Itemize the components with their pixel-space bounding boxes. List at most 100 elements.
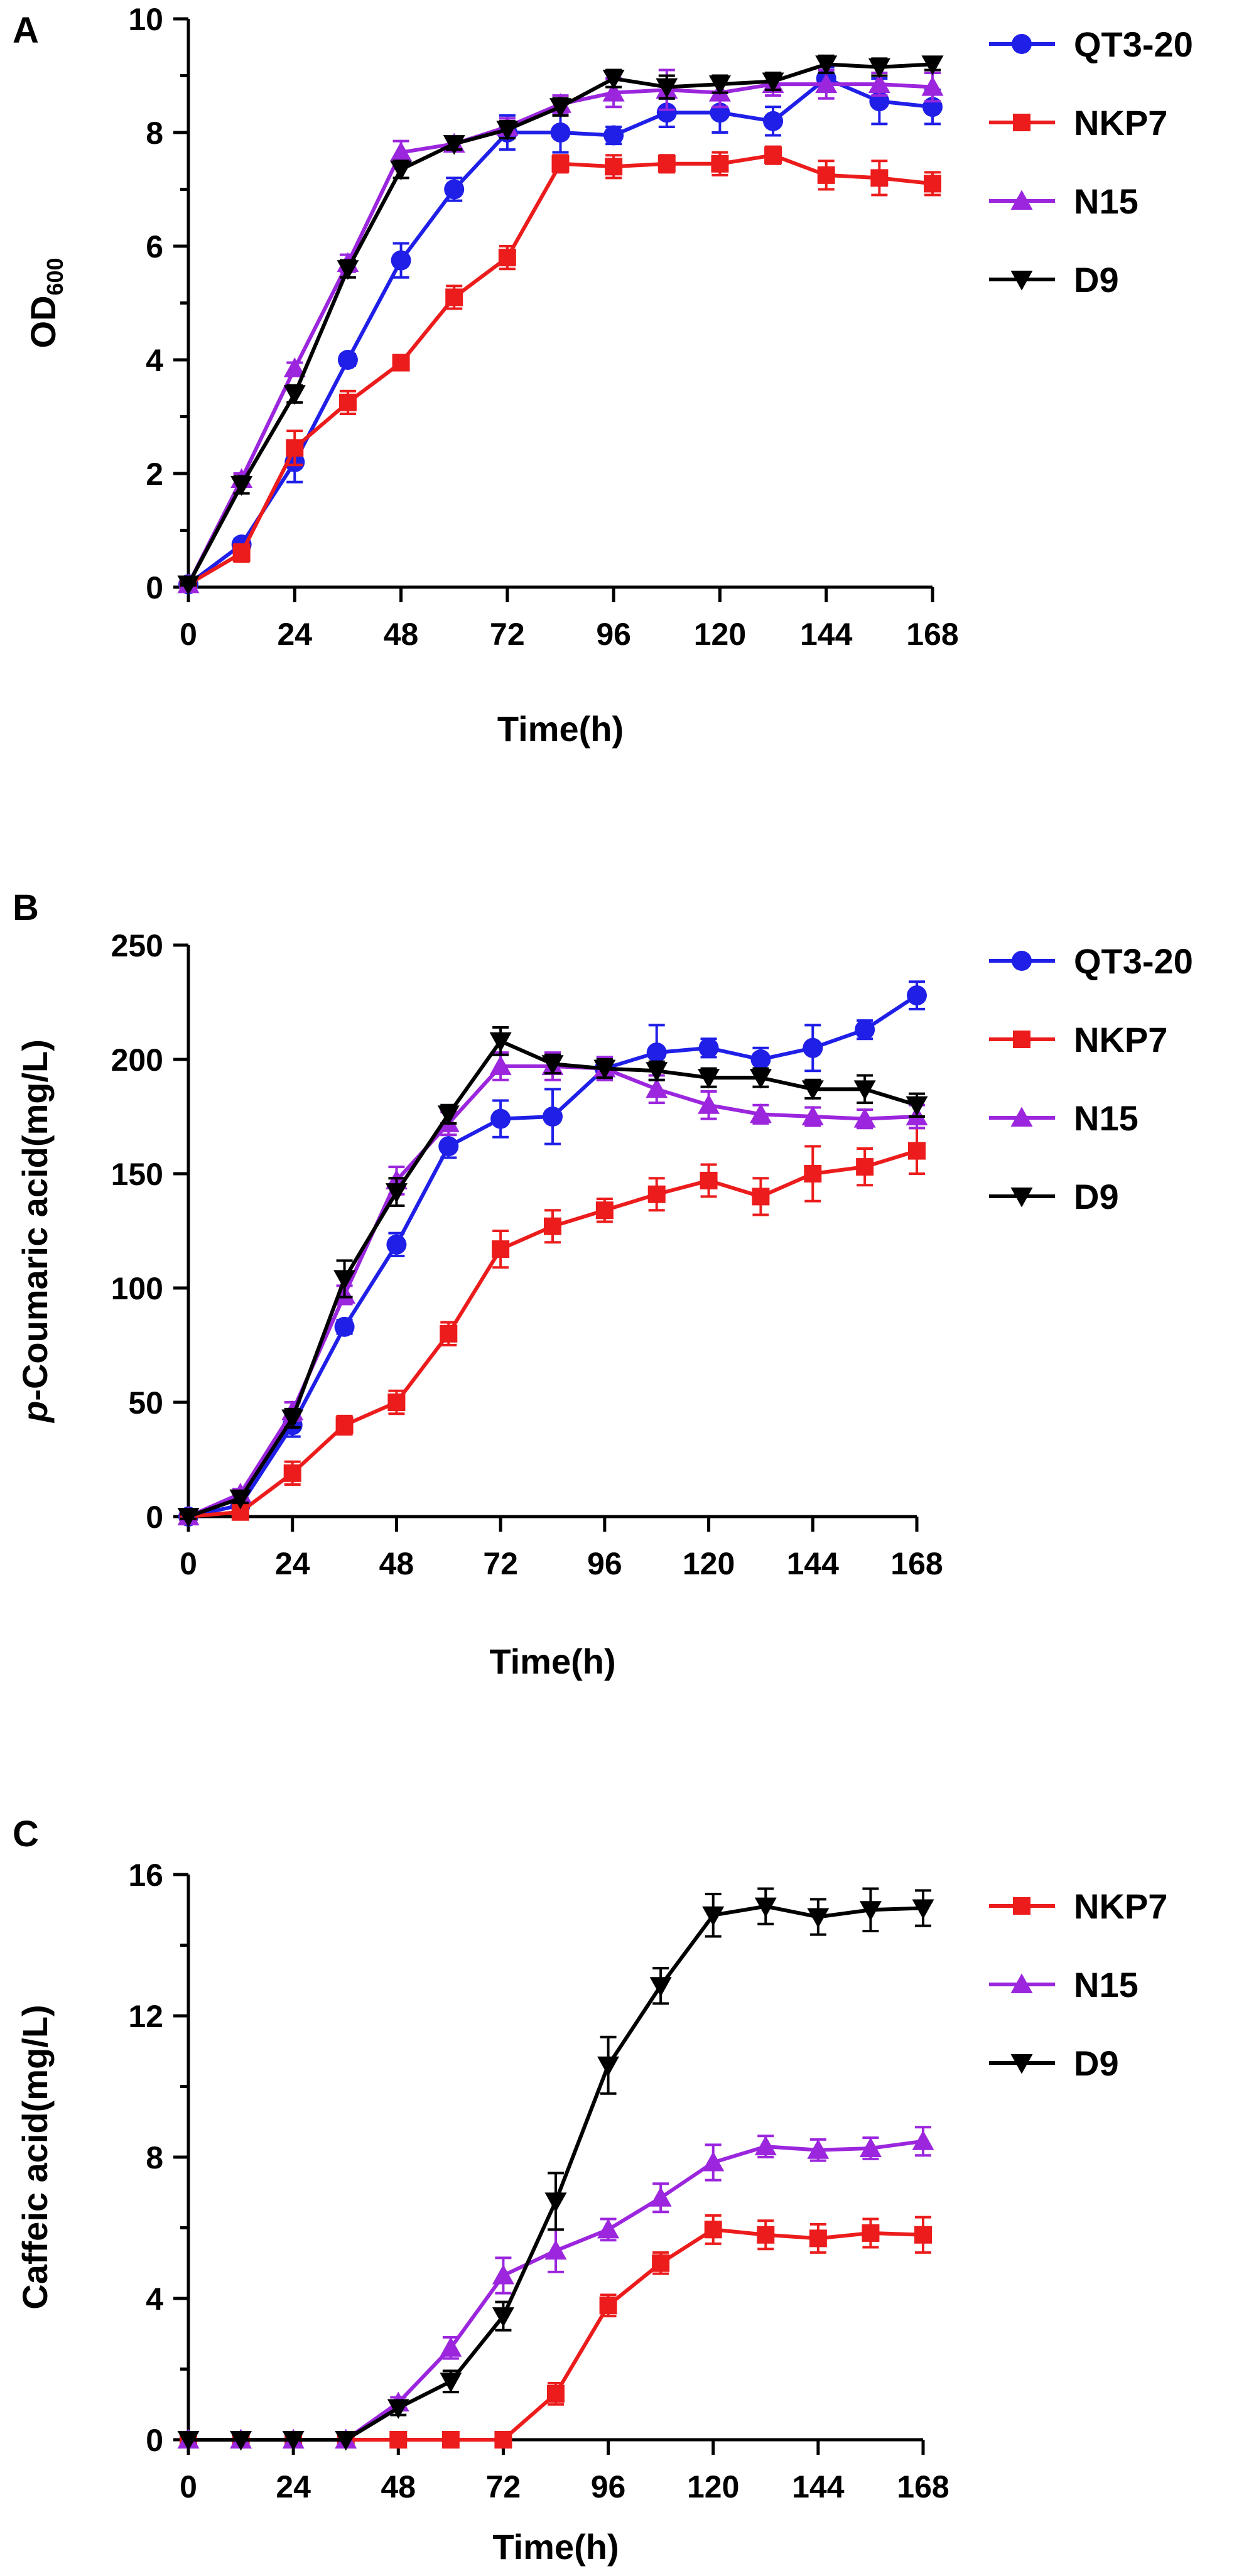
panel-b-series-n15-point [801, 1105, 824, 1125]
panel-b-legend-item-n15: N15 [989, 1098, 1139, 1138]
panel-a-series-d9-point [921, 55, 944, 75]
panel-a-series-d9-point [656, 78, 678, 99]
panel-b-series-nkp7-point [387, 1394, 406, 1411]
panel-b-legend-item-nkp7: NKP7 [989, 1020, 1167, 1059]
panel-b-y-tick-label: 100 [111, 1271, 163, 1306]
panel-a-series-nkp7-point [605, 158, 623, 176]
panel-b-x-tick-label: 144 [787, 1546, 840, 1581]
panel-a-series-nkp7 [180, 145, 941, 593]
panel-c-series-nkp7-point [862, 2224, 880, 2242]
panel-b-series-d9-point [333, 1270, 356, 1290]
panel-a-series-nkp7-point [498, 249, 516, 267]
panel-c-x-tick-label: 168 [897, 2469, 949, 2504]
panel-b-series-nkp7 [180, 1127, 926, 1525]
panel-a-series-d9-point [549, 98, 571, 118]
panel-a-series-qt3-20-point [550, 122, 571, 143]
panel-a-series-qt3-20-point [391, 250, 411, 271]
panel-b-series-qt3-20-point [750, 1049, 771, 1069]
panel-a-legend-swatch-marker [1010, 190, 1033, 210]
panel-a-series-d9-point [177, 575, 200, 595]
panel-b-series-qt3-20-point [490, 1108, 511, 1129]
panel-b-legend-label: N15 [1074, 1098, 1139, 1138]
panel-c-series-nkp7-point [599, 2297, 617, 2315]
panel-b-legend: QT3-20 NKP7 N15 D9 [989, 941, 1193, 1216]
panel-b-series-d9-point [281, 1409, 304, 1429]
panel-c-x-axis-title: Time(h) [492, 2527, 619, 2567]
panel-b-series-nkp7-point [647, 1185, 666, 1203]
panel-a-x-tick-label: 0 [180, 617, 197, 652]
panel-c-x-tick-label: 24 [276, 2469, 311, 2504]
panel-c-y-tick-label: 0 [146, 2423, 163, 2458]
panel-b-series-qt3-20-point [907, 985, 927, 1006]
panel-a-series-qt3-20-point [444, 179, 465, 200]
panel-c-series-nkp7-point [494, 2431, 512, 2449]
panel-b-y-tick-label: 50 [128, 1385, 163, 1421]
panel-a-series-nkp7-point [924, 175, 941, 193]
panel-c-series-nkp7-point [757, 2226, 775, 2244]
panel-c-series-d9-point [492, 2307, 514, 2327]
panel-c-series-d9-point [754, 1897, 777, 1918]
panel-c-x-tick-label: 0 [180, 2469, 197, 2504]
panel-c-x-tick-label: 144 [792, 2469, 845, 2504]
panel-b-series-d9-point [646, 1062, 668, 1082]
panel-c-series-d9-point [335, 2431, 357, 2451]
panel-a-series-nkp7-point [817, 166, 835, 184]
panel-c-legend-label: NKP7 [1074, 1886, 1167, 1926]
panel-b-legend-label: D9 [1074, 1177, 1119, 1216]
panel-c-series-d9-point [544, 2192, 567, 2212]
panel-c-y-tick-label: 8 [146, 2140, 163, 2175]
panel-b-series-n15-point [749, 1103, 772, 1123]
panel-c-legend-item-n15: N15 [989, 1965, 1139, 2005]
panel-a-series-nkp7-point [392, 354, 410, 372]
panel-a-series-d9-point [390, 160, 413, 181]
panel-b-series-n15-point [489, 1055, 512, 1075]
panel-a-series-d9-point [815, 55, 838, 75]
panel-c-series-nkp7-point [704, 2221, 722, 2239]
panel-c-series-nkp7-point [652, 2254, 670, 2272]
panel-b-y-tick-label: 200 [111, 1042, 163, 1078]
panel-a-x-tick-label: 120 [694, 617, 746, 652]
panel-a-series-n15-point [602, 82, 625, 102]
panel-c-series-nkp7-point [389, 2431, 408, 2449]
panel-c-series-d9-point [912, 1899, 934, 1919]
panel-b-series-nkp7-point [700, 1171, 718, 1189]
panel-b-x-tick-label: 24 [275, 1546, 310, 1581]
panel-a-series-qt3-20-point [603, 125, 624, 146]
panel-c-legend: NKP7 N15 D9 [989, 1886, 1167, 2083]
panel-b-legend-label: QT3-20 [1074, 941, 1193, 981]
panel-b-legend-swatch-marker [1010, 1107, 1033, 1127]
panel-a-series-n15-point [390, 141, 413, 161]
panel-a-legend-label: QT3-20 [1074, 24, 1193, 64]
panel-b-series-nkp7-point [283, 1464, 301, 1482]
panel-b-series-qt3-20-point [438, 1136, 459, 1157]
panel-a-series-d9-point [337, 260, 359, 280]
panel-c-series-n15-point [597, 2218, 620, 2239]
panel-b-y-axis-title-main: -Coumaric acid(mg/L) [15, 1039, 55, 1401]
panel-b-x-tick-label: 0 [180, 1546, 197, 1581]
panel-b-series-nkp7-point [752, 1188, 770, 1206]
panel-a-series-d9-point [443, 135, 465, 155]
panel-c-series-nkp7-point [441, 2431, 460, 2449]
panel-a-x-tick-label: 168 [906, 617, 958, 652]
panel-a-series-d9-point [762, 72, 784, 93]
panel-a-series-nkp7-point [711, 154, 729, 173]
panel-c-legend-item-d9: D9 [989, 2043, 1119, 2083]
panel-a-x-tick-label: 96 [596, 617, 631, 652]
panel-b-y-tick-label: 150 [111, 1157, 163, 1192]
panel-a-series-nkp7-point [286, 439, 304, 457]
panel-c-y-tick-label: 16 [128, 1858, 163, 1893]
panel-c-y-axis-title: Caffeic acid(mg/L) [15, 2005, 55, 2309]
panel-c-series-d9-point [440, 2373, 462, 2393]
panel-c: C0 24 48 72 96 120 144 1680481216Time(h)Caffeic… [13, 1814, 1167, 2567]
panel-a-series-nkp7-point [870, 169, 889, 187]
panel-b-series-d9-point [385, 1183, 408, 1203]
panel-b-x-tick-label: 168 [890, 1546, 943, 1581]
panel-c-series-d9-point [649, 1977, 672, 1997]
panel-a-series-qt3-20 [178, 65, 943, 595]
panel-b-legend-label: NKP7 [1074, 1020, 1167, 1059]
panel-a-y-axis-title-subscript: 600 [42, 257, 68, 295]
panel-a-series-n15-point [815, 73, 838, 94]
panel-b-series-d9 [177, 1026, 928, 1528]
panel-c-series-d9-point [859, 1901, 882, 1921]
